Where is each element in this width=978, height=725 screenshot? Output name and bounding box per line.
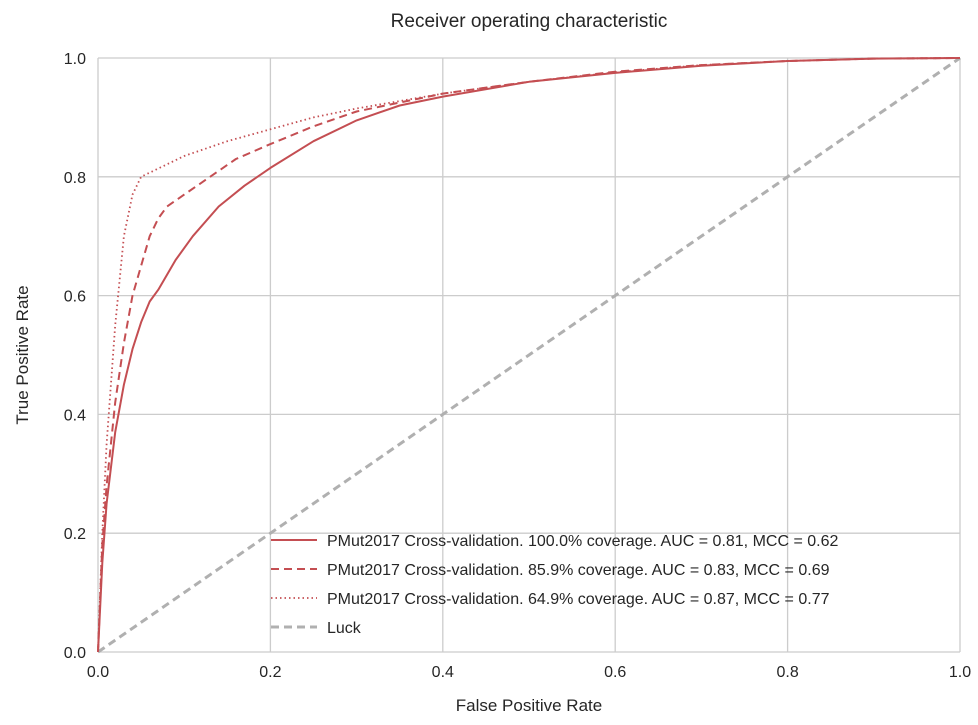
series-line-2 [97, 57, 961, 653]
y-axis-label: True Positive Rate [13, 285, 32, 424]
chart-title: Receiver operating characteristic [391, 11, 668, 32]
y-tick-label: 0.4 [64, 407, 86, 424]
x-axis-label: False Positive Rate [456, 696, 602, 715]
legend-entry-series-3: PMut2017 Cross-validation. 64.9% coverag… [327, 591, 830, 608]
x-tick-label: 1.0 [949, 664, 971, 681]
legend-entry-series-2: PMut2017 Cross-validation. 85.9% coverag… [327, 562, 830, 579]
series-lines [97, 56, 961, 654]
y-tick-label: 0.8 [64, 170, 86, 187]
y-tick-label: 0.0 [64, 645, 86, 662]
x-tick-label: 0.4 [432, 664, 454, 681]
x-tick-label: 0.6 [604, 664, 626, 681]
y-tick-label: 0.6 [64, 289, 86, 306]
legend-entry-series-1: PMut2017 Cross-validation. 100.0% covera… [327, 533, 838, 550]
legend: PMut2017 Cross-validation. 100.0% covera… [271, 533, 838, 637]
series-line-luck [97, 56, 961, 654]
legend-entry-luck: Luck [327, 620, 362, 637]
tick-labels: 0.0 0.2 0.4 0.6 0.8 1.0 0.0 0.2 0.4 0.6 0.8 1.0 [64, 51, 971, 681]
y-tick-label: 0.2 [64, 526, 86, 543]
series-line-3 [97, 57, 961, 653]
x-tick-label: 0.0 [87, 664, 109, 681]
grid-lines [97, 57, 961, 653]
x-tick-label: 0.8 [776, 664, 798, 681]
y-tick-label: 1.0 [64, 51, 86, 68]
x-tick-label: 0.2 [259, 664, 281, 681]
